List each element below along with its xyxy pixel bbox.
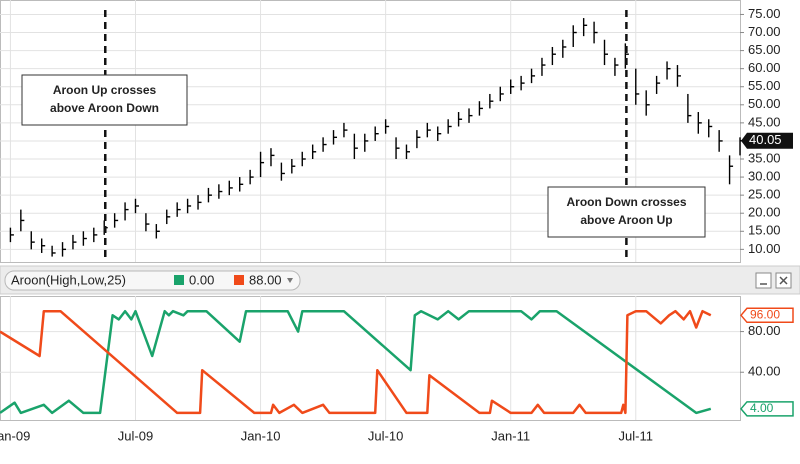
indicator-title: Aroon(High,Low,25) (11, 272, 126, 287)
x-tick-label: Jan-10 (241, 428, 281, 443)
y-tick-label: 60.00 (748, 60, 781, 75)
close-icon (779, 276, 788, 285)
y-tick-label: 45.00 (748, 114, 781, 129)
dropdown-arrow[interactable] (287, 278, 293, 283)
annotation-text: Aroon Down crosses (566, 195, 686, 209)
annotation-text: Aroon Up crosses (53, 83, 157, 97)
last-value-label: 4.00 (750, 401, 774, 415)
y-tick-label: 70.00 (748, 24, 781, 39)
legend-swatch (234, 275, 244, 285)
annotation-box (21, 74, 188, 126)
price-panel-frame (0, 0, 741, 263)
x-tick-label: Jul-09 (118, 428, 153, 443)
y-tick-label: 10.00 (748, 241, 781, 256)
y-tick-label: 20.00 (748, 205, 781, 220)
y-tick-label: 25.00 (748, 187, 781, 202)
last-value-tag (740, 401, 794, 417)
y-tick-label: 40.00 (748, 364, 781, 379)
x-tick-label: Jul-10 (368, 428, 403, 443)
y-tick-label: 30.00 (748, 169, 781, 184)
annotation-text: above Aroon Up (580, 213, 672, 227)
y-tick-label: 80.00 (748, 323, 781, 338)
last-price-tag (741, 132, 793, 149)
y-tick-label: 35.00 (748, 150, 781, 165)
y-tick-label: 50.00 (748, 96, 781, 111)
y-tick-label: 55.00 (748, 78, 781, 93)
legend-swatch (174, 275, 184, 285)
y-tick-label: 65.00 (748, 42, 781, 57)
y-tick-label: 75.00 (748, 6, 781, 21)
indicator-panel-frame (0, 296, 741, 421)
last-price-label: 40.05 (749, 132, 782, 147)
x-tick-label: Jul-11 (619, 428, 653, 443)
annotation-text: above Aroon Down (50, 101, 159, 115)
last-value-label: 96.00 (750, 307, 780, 321)
minimize-button[interactable] (755, 272, 772, 289)
legend-value: 0.00 (189, 272, 214, 287)
y-tick-label: 15.00 (748, 223, 781, 238)
legend-value: 88.00 (249, 272, 282, 287)
last-value-tag (740, 307, 794, 324)
aroon-line (0, 309, 712, 415)
x-tick-label: Jan-09 (0, 428, 30, 443)
indicator-pill[interactable] (4, 270, 301, 291)
x-tick-label: Jan-11 (491, 428, 530, 443)
annotation-box (547, 186, 706, 238)
aroon-line (0, 309, 712, 415)
